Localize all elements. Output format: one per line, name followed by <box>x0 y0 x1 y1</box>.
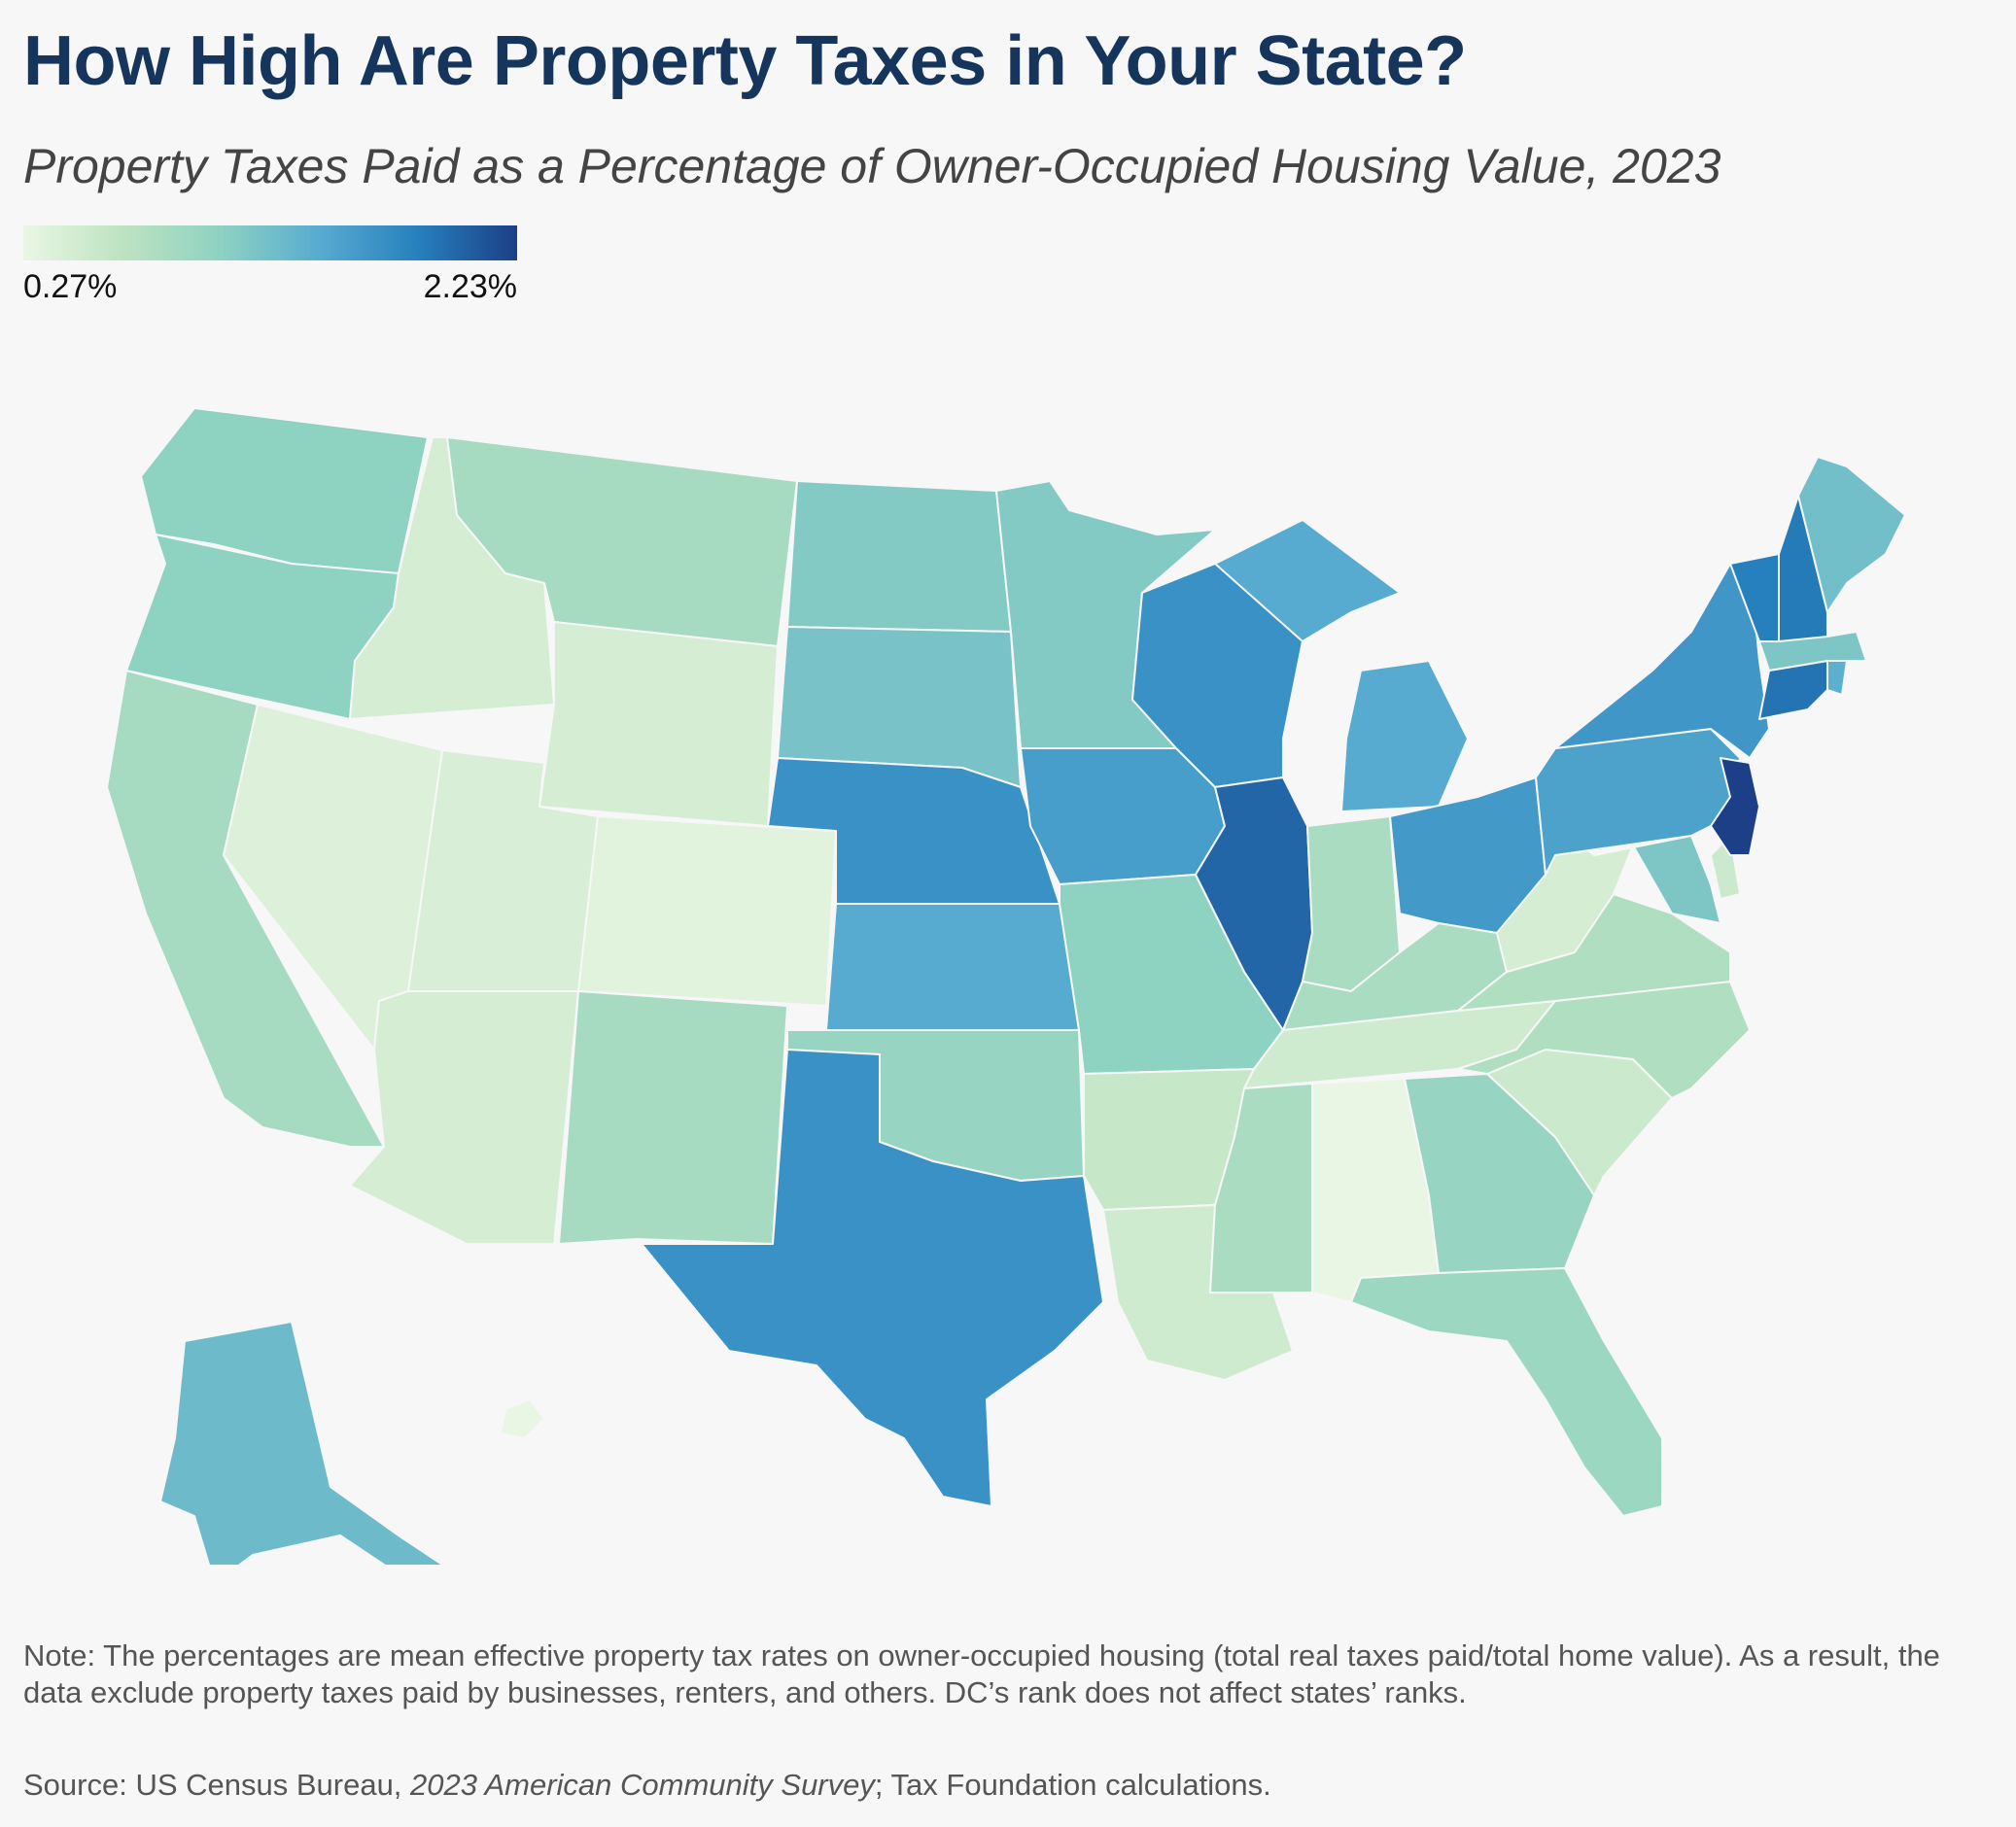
state-WA[interactable] <box>140 407 429 574</box>
chart-title: How High Are Property Taxes in Your Stat… <box>23 22 1467 100</box>
state-MT[interactable] <box>446 436 798 647</box>
footnote-text: Note: The percentages are mean effective… <box>23 1638 1940 1709</box>
source-prefix: Source: US Census Bureau, <box>23 1768 411 1802</box>
state-CO[interactable] <box>577 815 837 1007</box>
state-NY[interactable] <box>1554 563 1770 759</box>
us-choropleth-map <box>0 369 2016 1565</box>
state-ME[interactable] <box>1797 456 1906 613</box>
state-KS[interactable] <box>825 903 1080 1031</box>
legend-max-label: 2.23% <box>423 268 517 305</box>
state-RI[interactable] <box>1826 660 1848 696</box>
state-MD[interactable] <box>1593 835 1721 924</box>
legend-color-bar <box>23 225 517 260</box>
state-AZ[interactable] <box>349 990 579 1245</box>
state-ND[interactable] <box>786 480 1012 633</box>
state-WY[interactable] <box>539 621 779 827</box>
state-IA[interactable] <box>1020 747 1226 885</box>
source-suffix: ; Tax Foundation calculations. <box>874 1768 1271 1802</box>
legend-min-label: 0.27% <box>23 268 118 305</box>
state-TX[interactable] <box>641 1049 1104 1507</box>
state-NJ[interactable] <box>1710 757 1760 856</box>
state-AK[interactable] <box>117 1321 457 1565</box>
state-NM[interactable] <box>558 990 788 1245</box>
state-FL[interactable] <box>1350 1267 1663 1517</box>
state-NC[interactable] <box>1457 981 1751 1099</box>
state-HI[interactable] <box>500 1398 545 1439</box>
state-NH[interactable] <box>1778 495 1828 642</box>
source-survey: 2023 American Community Survey <box>410 1768 875 1802</box>
source-text: Source: US Census Bureau, 2023 American … <box>23 1767 1987 1804</box>
chart-subtitle: Property Taxes Paid as a Percentage of O… <box>23 139 1721 193</box>
